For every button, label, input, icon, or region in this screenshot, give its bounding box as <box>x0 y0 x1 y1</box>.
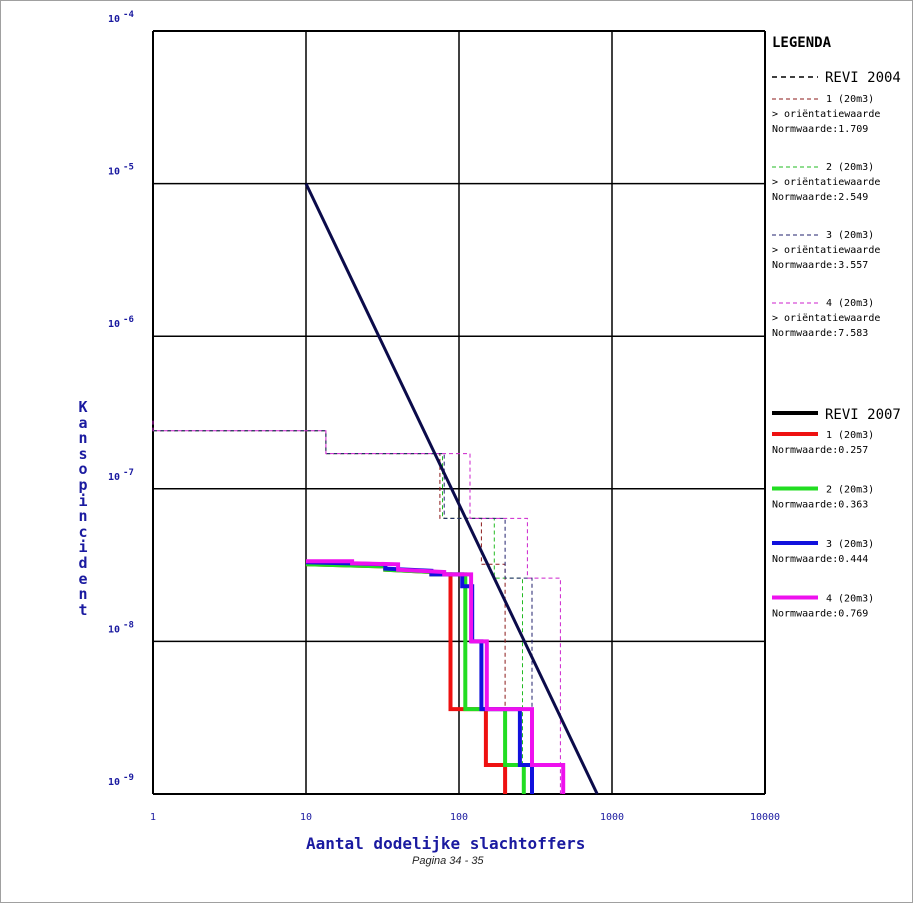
legend-entry-note: > oriëntatiewaarde <box>772 177 880 188</box>
legend-entry-norm: Normwaarde:0.444 <box>772 554 868 565</box>
x-axis-label: Aantal dodelijke slachtoffers <box>306 834 586 853</box>
legend-entry-label: 4 (20m3) <box>826 594 874 605</box>
legend-label-revi2004: REVI 2004 <box>825 70 901 86</box>
legend-title: LEGENDA <box>772 35 832 51</box>
legend-entry-label: 2 (20m3) <box>826 162 874 173</box>
series-2004-line <box>153 430 506 794</box>
legend-entry-norm: Normwaarde:3.557 <box>772 260 868 271</box>
series-2004-line <box>152 420 561 794</box>
legend-entry-label: 3 (20m3) <box>826 230 874 241</box>
legend-entry-note: > oriëntatiewaarde <box>772 109 880 120</box>
y-tick-label: 10 -4 <box>108 10 134 25</box>
legend-entry-note: > oriëntatiewaarde <box>772 245 880 256</box>
norm-line <box>304 182 599 795</box>
series-2007-line <box>306 559 566 794</box>
legend-entry-label: 1 (20m3) <box>826 94 874 105</box>
legend-entry-norm: Normwaarde:1.709 <box>772 124 868 135</box>
legend-entry-label: 1 (20m3) <box>826 430 874 441</box>
legend-entry-label: 4 (20m3) <box>826 298 874 309</box>
y-tick-label: 10 -6 <box>108 315 134 330</box>
x-tick-label: 1 <box>150 812 156 823</box>
y-tick-label: 10 -9 <box>108 773 134 788</box>
x-tick-label: 10 <box>300 812 312 823</box>
x-tick-label: 1000 <box>600 812 624 823</box>
legend-entry-note: > oriëntatiewaarde <box>772 313 880 324</box>
y-tick-label: 10 -8 <box>108 620 134 635</box>
y-tick-label: 10 -5 <box>108 163 134 178</box>
y-axis-label: Kans op incident <box>78 398 97 619</box>
legend-entry-label: 2 (20m3) <box>826 485 874 496</box>
legend-entry-norm: Normwaarde:0.769 <box>772 609 868 620</box>
page-number: Pagina 34 - 35 <box>412 855 484 867</box>
legend-label-revi2007: REVI 2007 <box>825 407 901 423</box>
legend-entry-norm: Normwaarde:0.363 <box>772 500 868 511</box>
legend-entry-norm: Normwaarde:7.583 <box>772 328 868 339</box>
x-tick-label: 100 <box>450 812 468 823</box>
series-2004-line <box>153 430 533 794</box>
legend-entry-norm: Normwaarde:2.549 <box>772 192 868 203</box>
legend-entry-norm: Normwaarde:0.257 <box>772 445 868 456</box>
y-tick-label: 10 -7 <box>108 468 134 483</box>
legend-entry-label: 3 (20m3) <box>826 539 874 550</box>
x-tick-label: 10000 <box>750 812 780 823</box>
